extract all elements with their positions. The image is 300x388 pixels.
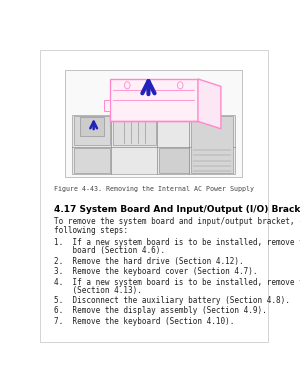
Text: To remove the system board and input/output bracket, complete the: To remove the system board and input/out… [54, 217, 300, 226]
Polygon shape [159, 148, 189, 173]
Text: 5.  Disconnect the auxiliary battery (Section 4.8).: 5. Disconnect the auxiliary battery (Sec… [54, 296, 290, 305]
Text: 6.  Remove the display assembly (Section 4.9).: 6. Remove the display assembly (Section … [54, 307, 266, 315]
Text: (Section 4.13).: (Section 4.13). [54, 286, 142, 294]
Polygon shape [74, 148, 110, 173]
Polygon shape [80, 117, 104, 136]
Text: 4.17 System Board And Input/Output (I/O) Bracket: 4.17 System Board And Input/Output (I/O)… [54, 204, 300, 214]
Polygon shape [110, 79, 198, 121]
Polygon shape [191, 116, 233, 173]
Polygon shape [198, 79, 221, 129]
Bar [65, 71, 242, 177]
Text: 1.  If a new system board is to be installed, remove the memory expansion: 1. If a new system board is to be instal… [54, 238, 300, 247]
Polygon shape [74, 116, 110, 145]
Text: 3.  Remove the keyboard cover (Section 4.7).: 3. Remove the keyboard cover (Section 4.… [54, 267, 257, 276]
Polygon shape [113, 116, 155, 145]
Text: Figure 4-43. Removing the Internal AC Power Supply: Figure 4-43. Removing the Internal AC Po… [54, 186, 254, 192]
Circle shape [178, 82, 183, 89]
Polygon shape [73, 115, 235, 174]
Text: following steps:: following steps: [54, 226, 128, 235]
Circle shape [124, 82, 130, 89]
Polygon shape [104, 100, 110, 111]
Text: 7.  Remove the keyboard (Section 4.10).: 7. Remove the keyboard (Section 4.10). [54, 317, 234, 326]
Text: board (Section 4.6).: board (Section 4.6). [54, 246, 165, 255]
Text: 4.  If a new system board is to be installed, remove the processor board: 4. If a new system board is to be instal… [54, 277, 300, 286]
Text: 2.  Remove the hard drive (Section 4.12).: 2. Remove the hard drive (Section 4.12). [54, 256, 243, 266]
